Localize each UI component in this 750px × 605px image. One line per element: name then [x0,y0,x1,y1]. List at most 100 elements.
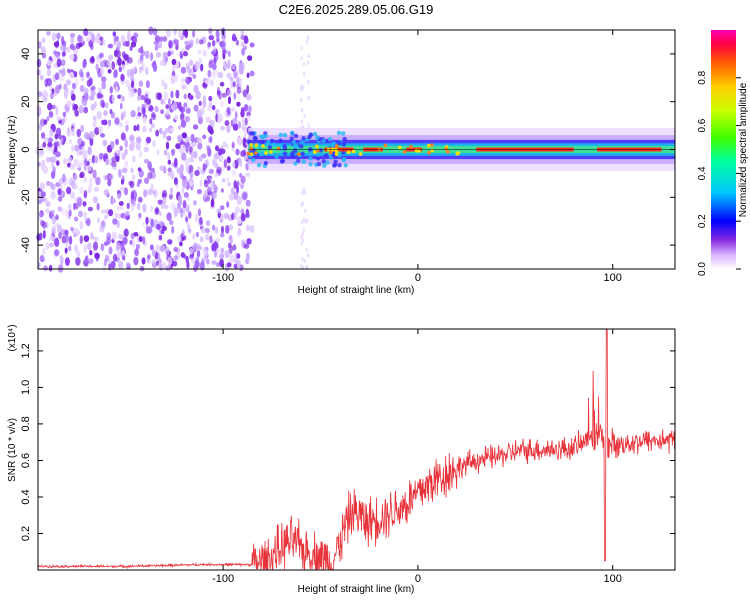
noise-cell [39,255,45,263]
noise-cell [195,243,201,250]
noise-cell [83,176,87,183]
noise-cell [134,248,140,257]
noise-cell [88,31,94,37]
noise-cell [46,116,50,122]
noise-cell [163,149,168,156]
noise-cell [43,119,48,125]
noise-cell [176,167,181,174]
snr-y-multiplier: (x10⁴) [7,324,18,351]
noise-cell [92,115,97,122]
noise-cell [232,70,239,79]
noise-cell [116,251,122,259]
noise-cell [141,107,146,115]
band-cell [328,150,333,155]
noise-cell [108,209,114,217]
noise-cell [213,57,217,65]
noise-cell [56,58,62,68]
noise-cell [220,126,226,131]
band-cell [292,143,298,148]
noise-cell [97,217,100,223]
noise-cell [151,113,157,121]
noise-cell [220,40,226,50]
noise-cell [89,177,93,186]
noise-cell [47,137,53,143]
band-cell [293,161,298,166]
noise-cell [188,146,193,152]
noise-cell [173,75,179,83]
noise-cell [120,94,124,103]
noise-cell [107,43,114,49]
noise-cell [99,224,105,233]
noise-cell [91,154,96,164]
noise-cell [83,244,87,253]
noise-cell [152,190,157,196]
noise-cell [192,29,196,38]
noise-cell [303,71,306,77]
snr-panel: -100 0 100 0.2 0.4 0.6 0.8 1.0 1.2 Height of str… [7,324,676,595]
noise-cell [68,139,72,144]
noise-cell [136,106,141,112]
noise-cell [70,226,74,232]
noise-cell [214,226,219,234]
noise-cell [207,179,211,184]
noise-cell [209,136,213,143]
band-cell [267,145,273,150]
noise-cell [155,223,161,230]
noise-cell [68,235,73,245]
noise-cell [303,258,307,264]
noise-cell [215,262,221,267]
noise-cell [189,59,194,67]
noise-cell [103,258,107,267]
noise-cell [87,146,92,156]
noise-cell [224,250,230,259]
noise-cell [304,208,307,214]
noise-cell [49,146,55,152]
noise-cell [167,151,171,161]
noise-cell [94,127,100,136]
noise-cell [173,247,178,252]
band-cell [274,154,279,160]
noise-cell [164,127,170,133]
noise-cell [154,35,161,43]
noise-cell [36,68,41,76]
noise-cell [118,66,123,73]
noise-cell [70,191,76,200]
noise-cell [181,152,187,161]
noise-cell [220,232,225,238]
noise-cell [215,145,219,152]
band-cell [261,144,265,148]
noise-cell [107,120,111,130]
band-cell [402,150,407,154]
noise-cell [150,218,155,228]
band-cell [321,138,326,143]
noise-cell [208,35,215,41]
noise-cell [126,202,130,210]
noise-cell [145,80,150,89]
noise-cell [103,110,108,117]
noise-cell [42,141,47,148]
noise-cell [236,86,242,95]
noise-cell [148,26,154,35]
x-tick-label: 100 [604,272,622,284]
noise-cell [107,179,112,187]
noise-cell [159,245,166,252]
band-cell [335,144,339,148]
noise-cell [232,81,236,88]
noise-cell [76,128,82,138]
noise-cell [42,165,49,175]
noise-cell [307,35,310,40]
noise-cell [226,262,232,268]
noise-cell [51,209,55,215]
noise-cell [235,39,240,46]
noise-cell [188,69,194,77]
band-cell [253,136,258,141]
noise-cell [198,100,202,107]
noise-cell [101,76,107,83]
noise-cell [238,137,242,146]
noise-cell [122,110,127,118]
noise-cell [43,136,49,143]
noise-cell [205,227,210,234]
noise-cell [125,210,130,217]
noise-cell [73,71,78,78]
